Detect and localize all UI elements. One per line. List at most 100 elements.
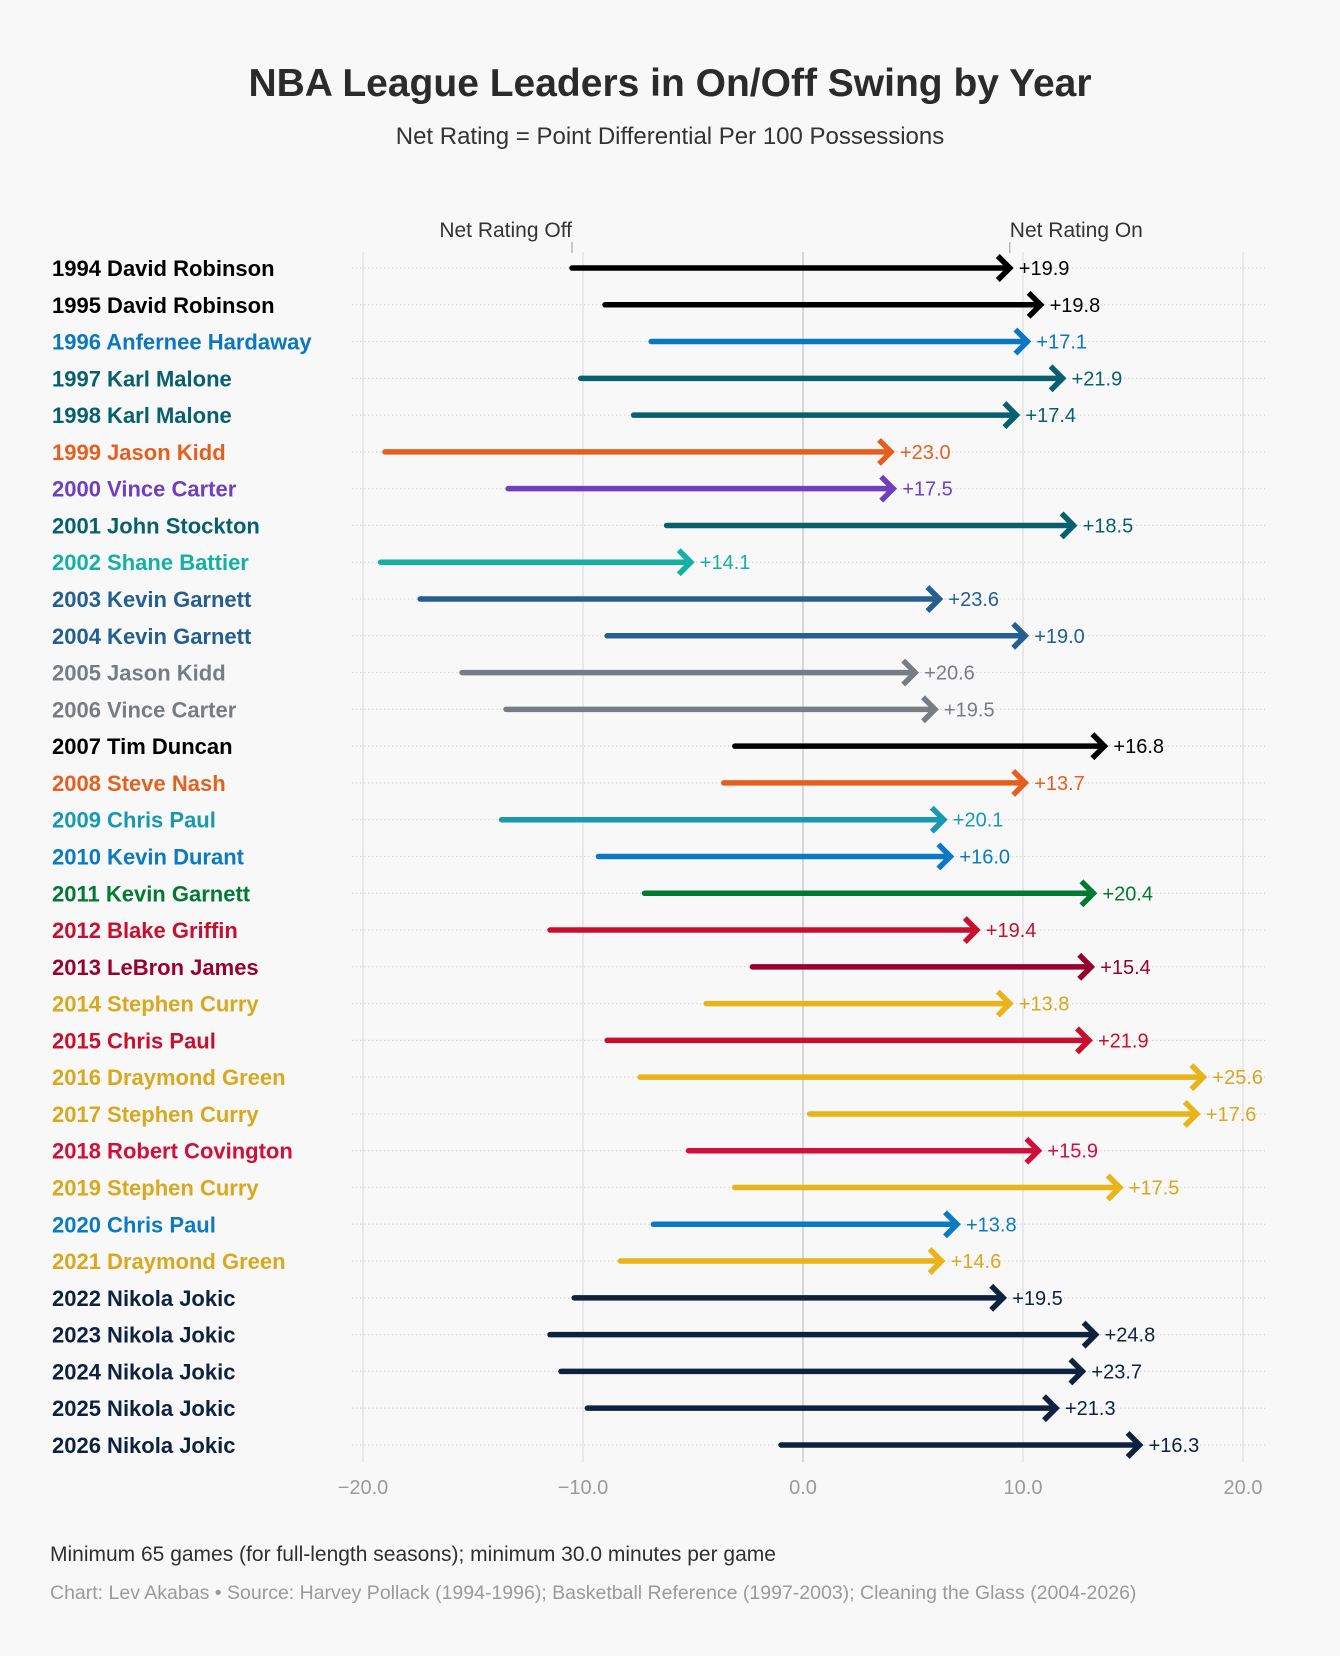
row-label: 2006 Vince Carter (52, 697, 237, 722)
row-label: 2009 Chris Paul (52, 808, 216, 833)
row-label: 2021 Draymond Green (52, 1249, 286, 1274)
swing-value-label: +17.4 (1025, 405, 1076, 427)
swing-value-label: +16.8 (1113, 736, 1164, 758)
row: 1998 Karl Malone +17.4 (52, 401, 1265, 430)
row-label: 2011 Kevin Garnett (52, 881, 251, 906)
row: 1995 David Robinson +19.8 (52, 290, 1265, 319)
row: 1994 David Robinson +19.9 (52, 254, 1265, 282)
x-tick-label: −20.0 (338, 1477, 389, 1499)
swing-value-label: +14.6 (951, 1251, 1002, 1273)
swing-value-label: +14.1 (700, 552, 751, 574)
row: 2019 Stephen Curry +17.5 (52, 1173, 1265, 1202)
arrow-head (1026, 290, 1045, 319)
arrow-head (877, 437, 895, 466)
arrow-head (989, 1283, 1008, 1312)
arrow-head (921, 695, 939, 724)
net-rating-on-header: Net Rating On (1010, 219, 1143, 242)
swing-value-label: +15.9 (1047, 1141, 1098, 1163)
arrow-head (995, 254, 1014, 282)
row-label: 2019 Stephen Curry (52, 1176, 259, 1201)
row-label: 2005 Jason Kidd (52, 661, 226, 686)
x-tick-label: −10.0 (558, 1477, 609, 1499)
arrow-head (1189, 1063, 1208, 1092)
row: 2023 Nikola Jokic +24.8 (52, 1320, 1265, 1349)
row: 2001 John Stockton +18.5 (52, 511, 1265, 540)
swing-value-label: +17.5 (1129, 1178, 1180, 1200)
arrow-head (1024, 1136, 1043, 1165)
row: 2025 Nikola Jokic +21.3 (52, 1394, 1265, 1423)
swing-value-label: +19.5 (944, 699, 995, 721)
row: 2014 Stephen Curry +13.8 (52, 989, 1265, 1018)
row: 2008 Steve Nash +13.7 (52, 768, 1265, 797)
row: 1999 Jason Kidd +23.0 (52, 437, 1265, 466)
arrow-head (1182, 1099, 1201, 1128)
swing-value-label: +23.6 (948, 589, 999, 611)
arrow-head (676, 548, 695, 577)
row-label: 2014 Stephen Curry (52, 992, 259, 1017)
row-label: 2000 Vince Carter (52, 477, 237, 502)
arrow-head (1125, 1431, 1144, 1459)
x-tick-label: 0.0 (789, 1477, 817, 1499)
arrow-head (1075, 1026, 1093, 1055)
row-label: 2015 Chris Paul (52, 1028, 216, 1053)
row-label: 1995 David Robinson (52, 293, 275, 318)
swing-value-label: +17.1 (1036, 332, 1087, 354)
row-label: 2012 Blake Griffin (52, 918, 238, 943)
row: 2016 Draymond Green +25.6 (52, 1063, 1265, 1092)
row: 2021 Draymond Green +14.6 (52, 1247, 1265, 1276)
arrow-head (929, 805, 948, 834)
arrow-head (1048, 364, 1067, 393)
row: 2006 Vince Carter +19.5 (52, 695, 1265, 724)
chart-title: NBA League Leaders in On/Off Swing by Ye… (248, 62, 1091, 105)
swing-value-label: +15.4 (1100, 957, 1151, 979)
row-label: 2022 Nikola Jokic (52, 1286, 235, 1311)
arrow-head (1042, 1394, 1060, 1423)
swing-value-label: +25.6 (1212, 1067, 1263, 1089)
row: 2026 Nikola Jokic +16.3 (52, 1431, 1265, 1459)
arrow-head (1068, 1357, 1087, 1386)
arrow-head (1002, 401, 1021, 430)
row: 2010 Kevin Durant +16.0 (52, 842, 1265, 871)
net-rating-off-header: Net Rating Off (439, 219, 572, 242)
row-label: 2025 Nikola Jokic (52, 1396, 235, 1421)
row-label: 1996 Anfernee Hardaway (52, 330, 312, 355)
swing-value-label: +21.9 (1098, 1030, 1149, 1052)
arrow-head (943, 1210, 961, 1239)
row-label: 2010 Kevin Durant (52, 844, 245, 869)
row-label: 2016 Draymond Green (52, 1065, 286, 1090)
footnote: Minimum 65 games (for full-length season… (50, 1543, 776, 1566)
row: 2004 Kevin Garnett +19.0 (52, 621, 1265, 650)
arrow-head (1013, 327, 1032, 356)
row-label: 2008 Steve Nash (52, 771, 226, 796)
swing-value-label: +21.9 (1072, 368, 1123, 390)
swing-value-label: +19.9 (1019, 258, 1070, 280)
row-label: 1999 Jason Kidd (52, 440, 226, 465)
row: 2000 Vince Carter +17.5 (52, 474, 1265, 503)
row: 2020 Chris Paul +13.8 (52, 1210, 1265, 1239)
row-label: 2003 Kevin Garnett (52, 587, 252, 612)
arrow-head (901, 658, 920, 687)
swing-value-label: +17.5 (902, 479, 953, 501)
row-label: 2013 LeBron James (52, 955, 259, 980)
row: 2007 Tim Duncan +16.8 (52, 732, 1265, 761)
swing-value-label: +23.7 (1091, 1361, 1142, 1383)
swing-value-label: +23.0 (900, 442, 951, 464)
row-label: 2026 Nikola Jokic (52, 1433, 235, 1458)
arrow-head (1081, 1320, 1100, 1349)
row: 2018 Robert Covington +15.9 (52, 1136, 1265, 1165)
row-label: 1998 Karl Malone (52, 403, 232, 428)
source-credit: Chart: Lev Akabas • Source: Harvey Polla… (50, 1582, 1136, 1604)
row: 2011 Kevin Garnett +20.4 (52, 879, 1265, 908)
swing-value-label: +20.1 (953, 810, 1004, 832)
arrow-head (1105, 1173, 1124, 1202)
swing-value-label: +20.4 (1102, 883, 1153, 905)
row: 2013 LeBron James +15.4 (52, 952, 1265, 981)
arrow-head (936, 842, 955, 871)
row-label: 2002 Shane Battier (52, 550, 249, 575)
swing-value-label: +18.5 (1083, 515, 1134, 537)
swing-value-label: +13.8 (966, 1214, 1017, 1236)
swing-value-label: +19.5 (1012, 1288, 1063, 1310)
row: 2002 Shane Battier +14.1 (52, 548, 1265, 577)
rows: 1994 David Robinson +19.9 1995 David Robin… (52, 254, 1265, 1459)
